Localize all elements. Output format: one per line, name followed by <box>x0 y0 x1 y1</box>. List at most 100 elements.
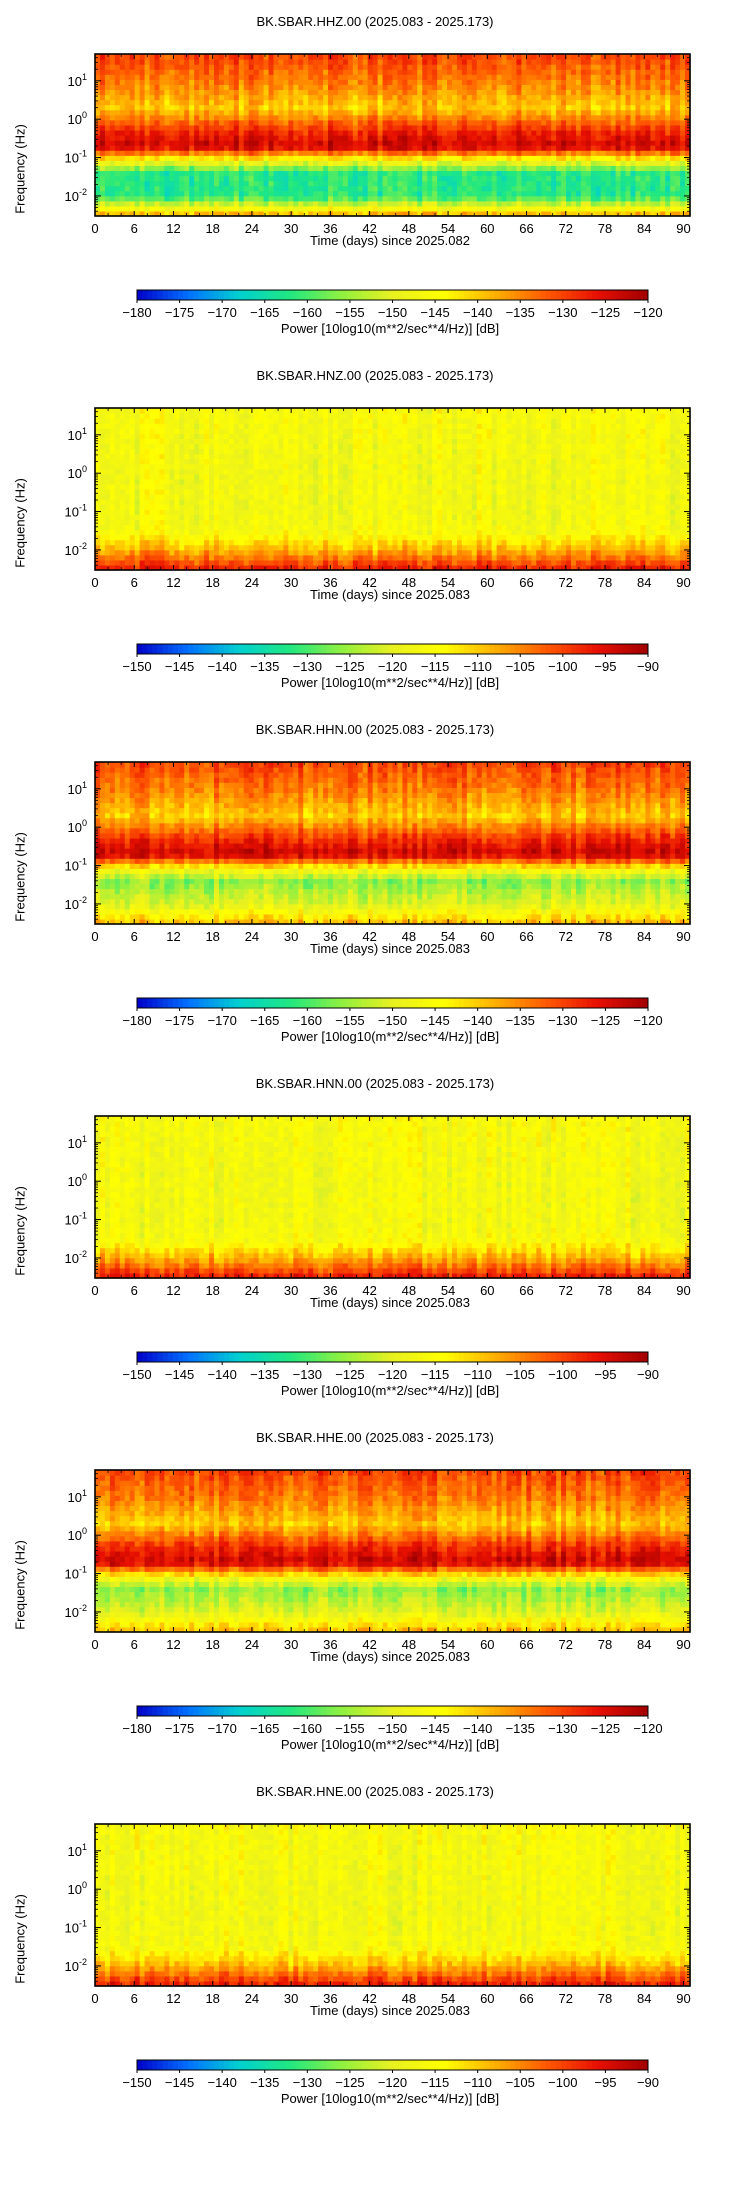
heatmap-cell <box>124 119 131 126</box>
heatmap-cell <box>347 140 354 146</box>
heatmap-cell <box>169 119 175 126</box>
heatmap-cell <box>357 140 364 146</box>
heatmap-cell <box>164 544 170 551</box>
heatmap-cell <box>109 549 116 556</box>
heatmap-cell <box>585 150 592 156</box>
heatmap-cell <box>228 190 235 197</box>
heatmap-cell <box>228 79 235 85</box>
heatmap-cell <box>214 104 220 111</box>
heatmap-cell <box>124 499 131 505</box>
heatmap-cell <box>456 180 463 187</box>
heatmap-cell <box>144 514 151 520</box>
heatmap-cell <box>223 145 230 151</box>
heatmap-cell <box>496 180 503 187</box>
heatmap-cell <box>407 185 413 192</box>
heatmap-cell <box>442 165 448 172</box>
heatmap-cell <box>258 155 265 161</box>
heatmap-cell <box>139 175 146 182</box>
heatmap-cell <box>218 145 225 151</box>
heatmap-cell <box>427 195 433 202</box>
heatmap-cell <box>159 129 166 136</box>
heatmap-cell <box>566 114 572 121</box>
heatmap-cell <box>149 84 156 91</box>
heatmap-cell <box>204 89 210 96</box>
heatmap-cell <box>501 170 508 177</box>
heatmap-cell <box>154 478 161 485</box>
heatmap-cell <box>685 200 691 207</box>
heatmap-cell <box>139 564 146 571</box>
heatmap-cell <box>243 210 250 217</box>
heatmap-cell <box>169 418 175 424</box>
heatmap-cell <box>119 463 126 470</box>
heatmap-cell <box>189 483 195 490</box>
heatmap-cell <box>164 104 170 111</box>
heatmap-cell <box>298 74 304 80</box>
heatmap-cell <box>501 135 508 141</box>
heatmap-cell <box>680 140 686 146</box>
heatmap-cell <box>556 114 562 121</box>
heatmap-cell <box>109 428 116 434</box>
heatmap-cell <box>233 170 240 177</box>
heatmap-cell <box>655 109 661 116</box>
heatmap-cell <box>585 145 592 151</box>
heatmap-cell <box>585 69 592 75</box>
colorbar-segment <box>402 290 409 300</box>
heatmap-cell <box>169 514 175 520</box>
heatmap-cell <box>422 210 428 217</box>
heatmap-cell <box>298 59 304 65</box>
heatmap-cell <box>194 539 200 546</box>
heatmap-cell <box>174 190 180 197</box>
heatmap-cell <box>253 79 260 85</box>
heatmap-cell <box>372 180 379 187</box>
heatmap-cell <box>223 59 230 65</box>
heatmap-cell <box>575 180 582 187</box>
heatmap-cell <box>481 54 488 60</box>
colorbar-segment <box>244 290 250 300</box>
heatmap-cell <box>407 150 413 156</box>
heatmap-cell <box>318 150 324 156</box>
heatmap-cell <box>367 69 374 75</box>
heatmap-cell <box>228 124 235 131</box>
colorbar-segment <box>596 290 603 300</box>
heatmap-cell <box>114 448 121 455</box>
heatmap-cell <box>402 150 408 156</box>
heatmap-cell <box>392 79 399 85</box>
heatmap-cell <box>308 175 314 182</box>
heatmap-cell <box>685 155 691 161</box>
heatmap-cell <box>437 124 443 131</box>
heatmap-cell <box>352 200 359 207</box>
heatmap-cell <box>685 74 691 80</box>
heatmap-cell <box>491 124 498 131</box>
heatmap-cell <box>95 165 101 172</box>
heatmap-cell <box>447 210 453 217</box>
heatmap-cell <box>680 94 686 101</box>
heatmap-cell <box>377 54 384 60</box>
heatmap-cell <box>95 468 101 475</box>
heatmap-cell <box>685 94 691 101</box>
heatmap-cell <box>556 124 562 131</box>
heatmap-cell <box>253 99 260 106</box>
heatmap-cell <box>635 59 642 65</box>
heatmap-cell <box>209 509 215 515</box>
heatmap-cell <box>605 200 612 207</box>
heatmap-cell <box>129 145 136 151</box>
heatmap-cell <box>189 534 195 541</box>
heatmap-cell <box>243 54 250 60</box>
heatmap-cell <box>218 94 225 101</box>
heatmap-cell <box>585 205 592 212</box>
heatmap-cell <box>308 200 314 207</box>
heatmap-cell <box>209 155 215 161</box>
heatmap-cell <box>526 205 532 212</box>
heatmap-cell <box>293 135 299 141</box>
heatmap-cell <box>585 135 592 141</box>
heatmap-cell <box>575 170 582 177</box>
heatmap-cell <box>452 79 458 85</box>
heatmap-cell <box>238 114 245 121</box>
heatmap-cell <box>342 140 349 146</box>
heatmap-cell <box>149 524 156 531</box>
heatmap-cell <box>263 205 270 212</box>
heatmap-cell <box>590 64 597 70</box>
heatmap-cell <box>546 175 552 182</box>
heatmap-cell <box>114 155 121 161</box>
heatmap-cell <box>551 59 557 65</box>
